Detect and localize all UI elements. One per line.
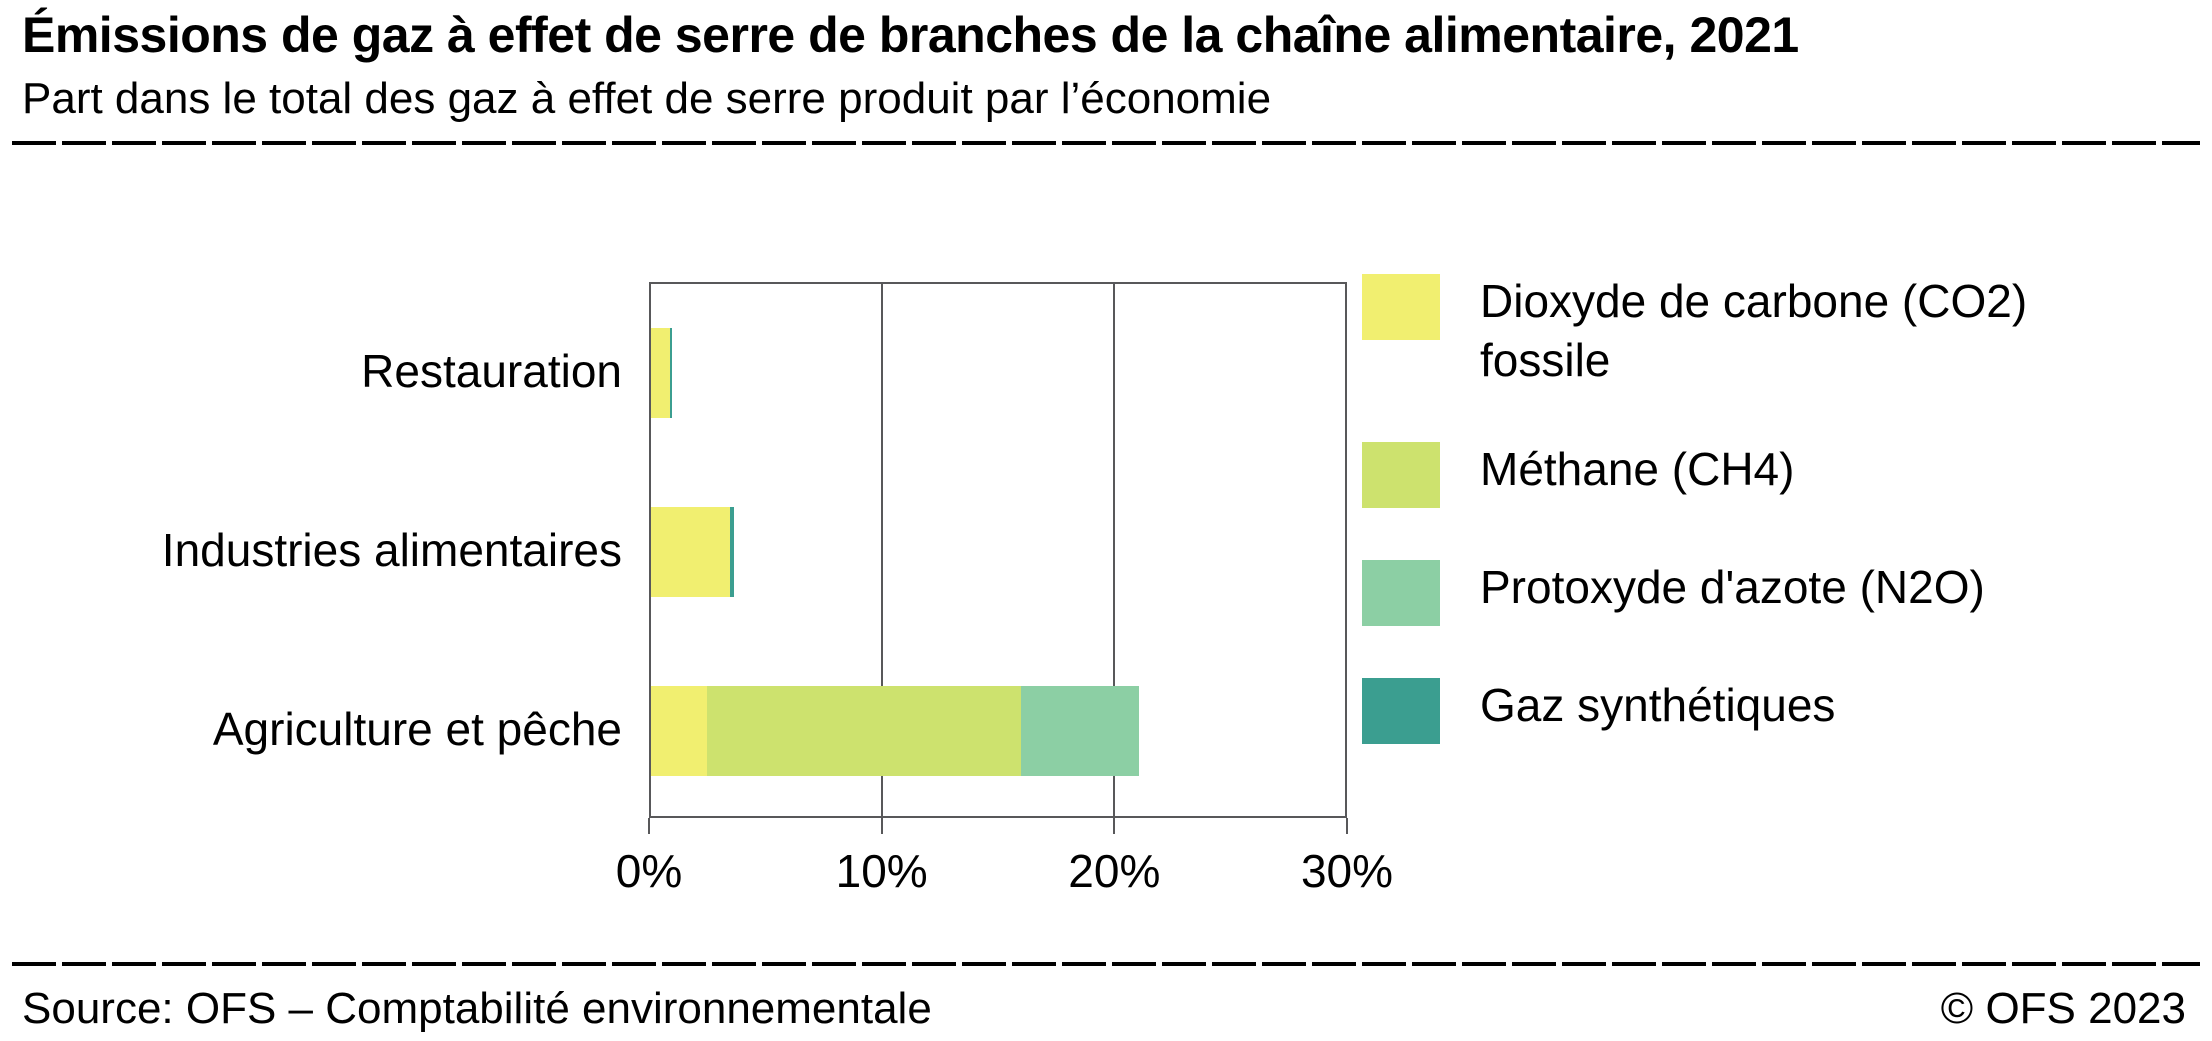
x-axis-tick — [648, 818, 650, 834]
legend-swatch — [1362, 274, 1440, 340]
bar-segment — [1021, 685, 1140, 776]
legend-item: Protoxyde d'azote (N2O) — [1362, 558, 2152, 626]
x-axis-tick — [1113, 818, 1116, 834]
x-axis-tick — [880, 818, 883, 834]
bar-segment — [651, 685, 707, 776]
plot-area — [649, 282, 1347, 818]
top-divider — [12, 141, 2200, 145]
legend-label: Gaz synthétiques — [1480, 678, 1836, 731]
legend-swatch — [1362, 441, 1440, 508]
legend-swatch — [1362, 677, 1440, 744]
legend-item: Gaz synthétiques — [1362, 676, 2152, 744]
bottom-divider — [12, 962, 2200, 966]
bar-segment — [706, 685, 1022, 776]
legend-item: Dioxyde de carbone (CO2) fossile — [1362, 272, 2152, 390]
bar-row — [651, 507, 1345, 597]
x-axis-tick — [1346, 818, 1348, 834]
source-note: Source: OFS – Comptabilité environnement… — [22, 984, 932, 1033]
category-label: Restauration — [361, 345, 622, 398]
legend-label: Protoxyde d'azote (N2O) — [1480, 560, 1985, 613]
legend-label: Méthane (CH4) — [1480, 442, 1795, 495]
legend-label: Dioxyde de carbone (CO2) fossile — [1480, 275, 2028, 386]
gridline — [881, 284, 884, 816]
legend-item: Méthane (CH4) — [1362, 440, 2152, 508]
bar-segment — [651, 507, 730, 597]
legend-swatch — [1362, 559, 1440, 626]
copyright-note: © OFS 2023 — [1940, 984, 2186, 1033]
bar-segment — [651, 328, 670, 419]
legend: Dioxyde de carbone (CO2) fossile Méthane … — [1362, 272, 2152, 744]
x-tick-label: 20% — [1068, 845, 1161, 897]
category-label: Agriculture et pêche — [212, 702, 622, 755]
chart-subtitle: Part dans le total des gaz à effet de se… — [22, 74, 1272, 123]
chart-title: Émissions de gaz à effet de serre de bra… — [22, 7, 1799, 63]
bar-row — [651, 685, 1345, 776]
category-label: Industries alimentaires — [161, 524, 622, 576]
x-tick-label: 0% — [615, 845, 683, 897]
gridline — [1112, 284, 1115, 816]
bar-row — [651, 328, 1345, 419]
bar-segment — [669, 328, 672, 419]
bar-segment — [729, 507, 735, 597]
x-tick-label: 10% — [835, 845, 928, 897]
x-tick-label: 30% — [1300, 845, 1394, 897]
